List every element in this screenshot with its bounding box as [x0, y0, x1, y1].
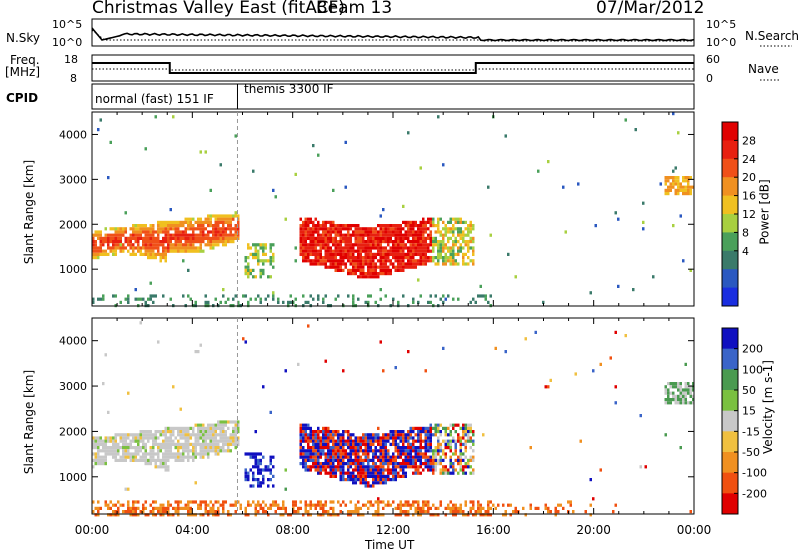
colorbar-segment [722, 410, 738, 432]
colorbar-segment [722, 431, 738, 453]
colorbar-segment [722, 232, 738, 252]
nave-tick-top: 60 [706, 53, 720, 66]
n-sky-tick-top: 10^5 [52, 18, 83, 31]
n-search-line [91, 29, 694, 42]
colorbar-segment [722, 493, 738, 515]
colorbar-segment [722, 390, 738, 412]
ytick-label: 3000 [59, 380, 87, 393]
colorbar-tick-label: -15 [742, 425, 760, 438]
colorbar-tick-label: 12 [742, 208, 756, 221]
frequency-line [92, 62, 694, 74]
ytick-label: 3000 [59, 173, 87, 186]
colorbar-segment [722, 195, 738, 215]
ytick-label: 2000 [59, 425, 87, 438]
colorbar-tick-label: 28 [742, 134, 756, 147]
ytick-label: 1000 [59, 263, 87, 276]
xtick-label: 12:00 [376, 523, 411, 537]
colorbar-tick-label: -200 [742, 487, 767, 500]
n-search-label: N.Search [745, 29, 800, 43]
colorbar-segment [722, 269, 738, 289]
freq-label: Freq. [10, 53, 40, 67]
colorbar-segment [722, 452, 738, 474]
freq-tick-top: 18 [64, 53, 78, 66]
power-panel-frame [91, 111, 695, 307]
colorbar-tick-label: 15 [742, 405, 756, 418]
colorbar-tick-label: -50 [742, 446, 760, 459]
colorbar-tick-label: 50 [742, 384, 756, 397]
power-heatmap [92, 112, 695, 308]
colorbar-tick-label: 8 [742, 226, 749, 239]
colorbar-segment [722, 140, 738, 160]
colorbar-segment [722, 348, 738, 370]
colorbar-segment [722, 158, 738, 178]
cpid-mode-themis: themis 3300 IF [244, 82, 334, 96]
colorbar-segment [722, 177, 738, 197]
freq-tick-bottom: 8 [70, 72, 77, 85]
colorbar-segment [722, 250, 738, 270]
xtick-label: 00:00 [75, 523, 110, 537]
cpid-panel-frame [91, 83, 695, 110]
xtick-label: 00:00 [677, 523, 712, 537]
colorbar-segment [722, 328, 738, 350]
ytick-label: 4000 [59, 128, 87, 141]
colorbar-tick-label: 100 [742, 363, 763, 376]
velocity-heatmap [92, 321, 695, 517]
n-sky-line [91, 27, 695, 42]
ytick-label: 2000 [59, 218, 87, 231]
xtick-label: 04:00 [175, 523, 210, 537]
colorbar-tick-label: 20 [742, 171, 756, 184]
xtick-label: 20:00 [576, 523, 611, 537]
velocity-panel-frame [91, 317, 695, 515]
xtick-label: 16:00 [476, 523, 511, 537]
colorbar-tick-label: -100 [742, 467, 767, 480]
colorbar-segment [722, 369, 738, 391]
beam-label: Beam 13 [316, 0, 393, 18]
xaxis-label: Time UT [365, 538, 415, 552]
colorbar-segment [722, 472, 738, 494]
n-sky-label: N.Sky [6, 31, 41, 45]
n-search-tick-top: 10^5 [706, 18, 737, 31]
freq-panel-frame [91, 54, 695, 82]
colorbar-tick-label: 16 [742, 190, 756, 203]
date-label: 07/Mar/2012 [596, 0, 705, 18]
nave-tick-bottom: 0 [706, 72, 713, 85]
cpid-mode-normal: normal (fast) 151 IF [95, 92, 214, 106]
cpid-label: CPID [6, 91, 39, 105]
noise-panel-frame [91, 18, 695, 47]
colorbar-segment [722, 122, 738, 141]
n-sky-tick-bottom: 10^0 [52, 36, 83, 49]
ytick-label: 1000 [59, 471, 87, 484]
xtick-label: 08:00 [275, 523, 310, 537]
colorbar-tick-label: 24 [742, 153, 756, 166]
colorbar-frame [721, 327, 739, 515]
colorbar-tick-label: 4 [742, 245, 749, 258]
ytick-label: 4000 [59, 335, 87, 348]
chart-title: Christmas Valley East (fitACF) [92, 0, 345, 18]
nave-label: Nave [748, 62, 779, 76]
freq-unit-label: [MHz] [5, 65, 41, 79]
n-search-tick-bottom: 10^0 [706, 36, 737, 49]
colorbar-segment [722, 287, 738, 307]
nave-line [92, 68, 694, 71]
colorbar-segment [722, 214, 738, 233]
colorbar-tick-label: 200 [742, 343, 763, 356]
